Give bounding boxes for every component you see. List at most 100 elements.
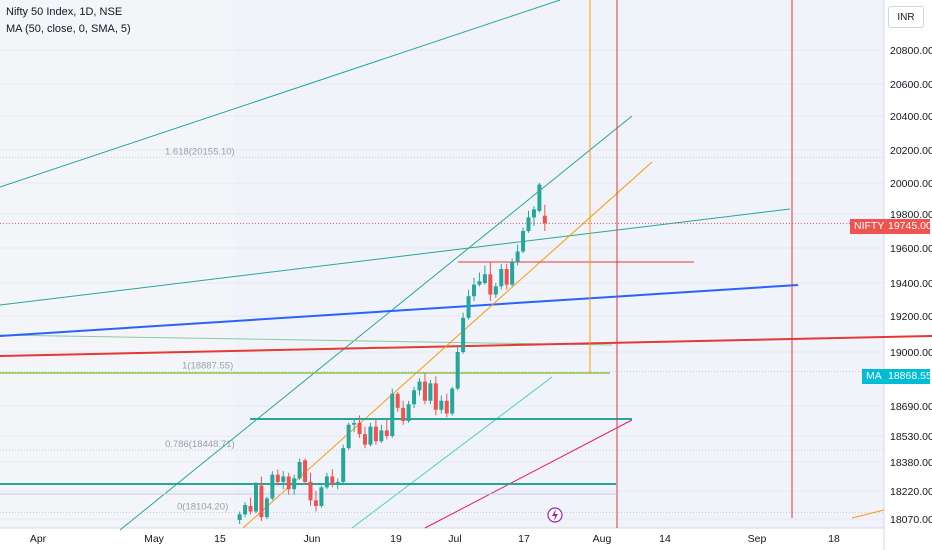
candle-body bbox=[292, 478, 297, 490]
y-tick-label: 19400.00 bbox=[890, 278, 932, 290]
blue-trend-line bbox=[0, 284, 799, 337]
candle-body bbox=[401, 407, 406, 421]
candle-body bbox=[286, 476, 291, 490]
candle-body bbox=[531, 209, 536, 218]
candle-body bbox=[264, 498, 269, 518]
candle-body bbox=[303, 460, 308, 482]
candle-body bbox=[319, 487, 324, 506]
y-tick-label: 20600.00 bbox=[890, 79, 932, 91]
candle-body bbox=[275, 474, 280, 482]
fib-level-label: 0.786(18448.71) bbox=[165, 439, 235, 450]
y-tick-label: 20800.00 bbox=[890, 45, 932, 57]
y-tick-label: 20000.00 bbox=[890, 178, 932, 190]
candle-body bbox=[281, 476, 286, 482]
x-tick-label: Aug bbox=[593, 533, 612, 545]
candle-body bbox=[439, 400, 444, 410]
candle-body bbox=[422, 381, 427, 401]
candle-body bbox=[488, 274, 493, 295]
y-tick-label: 19000.00 bbox=[890, 347, 932, 359]
candle-body bbox=[450, 388, 455, 414]
candle-body bbox=[308, 481, 313, 501]
candle-body bbox=[373, 426, 378, 442]
shaded-region bbox=[234, 0, 884, 528]
orange-edge-line bbox=[851, 509, 885, 519]
y-tick-label: 19800.00 bbox=[890, 209, 932, 221]
candle-body bbox=[270, 474, 275, 499]
candle-body bbox=[433, 383, 438, 410]
candle-body bbox=[379, 430, 384, 442]
red-trend-line bbox=[0, 335, 932, 357]
steep-trend-line bbox=[119, 115, 633, 531]
candle-body bbox=[521, 231, 526, 252]
candle-body bbox=[472, 284, 476, 297]
orange-trend-line bbox=[242, 161, 653, 529]
ma-label-tag: MA bbox=[862, 369, 886, 384]
y-tick-label: 20200.00 bbox=[890, 145, 932, 157]
candle-body bbox=[444, 400, 449, 414]
candle-body bbox=[477, 281, 482, 285]
y-tick-label: 19200.00 bbox=[890, 311, 932, 323]
candle-body bbox=[428, 383, 433, 401]
y-tick-label: 20400.00 bbox=[890, 111, 932, 123]
candle-body bbox=[297, 462, 302, 479]
nifty-label-tag: NIFTY bbox=[850, 219, 889, 234]
last-price-tag: 19745.00 bbox=[884, 219, 932, 234]
ma-curve-line bbox=[351, 376, 553, 529]
pink-trend-line bbox=[424, 419, 633, 529]
candle-body bbox=[352, 422, 357, 425]
candle-body bbox=[455, 352, 460, 389]
x-tick-label: Jun bbox=[304, 533, 321, 545]
fib-level-label: 0(18104.20) bbox=[177, 502, 228, 513]
candle-body bbox=[259, 485, 264, 518]
candle-body bbox=[493, 286, 498, 295]
y-tick-label: 18380.00 bbox=[890, 457, 932, 469]
y-tick-label: 19600.00 bbox=[890, 243, 932, 255]
candle-body bbox=[384, 430, 389, 436]
ma-value-tag: 18868.55 bbox=[884, 369, 932, 384]
candle-body bbox=[417, 381, 422, 391]
ma-indicator-label[interactable]: MA (50, close, 0, SMA, 5) bbox=[6, 23, 131, 35]
candle-body bbox=[237, 514, 242, 520]
y-tick-label: 18690.00 bbox=[890, 401, 932, 413]
candle-body bbox=[461, 317, 466, 352]
lower-trend-line bbox=[0, 334, 613, 346]
candle-body bbox=[499, 269, 504, 287]
x-tick-label: 14 bbox=[659, 533, 671, 545]
symbol-title[interactable]: Nifty 50 Index, 1D, NSE bbox=[6, 6, 123, 18]
candle-body bbox=[504, 269, 509, 285]
candle-body bbox=[324, 476, 329, 488]
y-tick-label: 18220.00 bbox=[890, 486, 932, 498]
currency-button[interactable]: INR bbox=[888, 6, 924, 28]
x-tick-label: Apr bbox=[30, 533, 47, 545]
x-tick-label: Sep bbox=[748, 533, 767, 545]
candle-body bbox=[537, 184, 542, 211]
candle-body bbox=[412, 390, 417, 405]
candle-body bbox=[482, 274, 487, 283]
fib-level-label: 1(18887.55) bbox=[182, 361, 233, 372]
candle-body bbox=[510, 262, 515, 285]
x-tick-label: Jul bbox=[448, 533, 461, 545]
candle-body bbox=[330, 476, 335, 484]
mid-channel-line bbox=[0, 208, 791, 306]
candle-body bbox=[254, 484, 258, 512]
candle-body bbox=[313, 500, 318, 506]
y-tick-label: 18070.00 bbox=[890, 514, 932, 526]
y-tick-label: 18530.00 bbox=[890, 431, 932, 443]
candle-body bbox=[368, 426, 373, 445]
x-tick-label: 15 bbox=[214, 533, 226, 545]
flash-bolt-icon bbox=[552, 509, 558, 521]
candle-body bbox=[390, 393, 395, 436]
shaded-region-left bbox=[0, 0, 234, 528]
candle-body bbox=[363, 434, 367, 445]
candle-body bbox=[335, 481, 340, 484]
x-tick-label: 19 bbox=[390, 533, 402, 545]
candle-body bbox=[357, 422, 362, 435]
candle-body bbox=[395, 393, 400, 408]
chart-legend: Nifty 50 Index, 1D, NSE MA (50, close, 0… bbox=[6, 4, 131, 38]
candle-body bbox=[526, 217, 531, 231]
candle-body bbox=[466, 296, 471, 318]
candle-body bbox=[341, 448, 346, 482]
fib-level-label: 1.618(20155.10) bbox=[165, 146, 235, 157]
